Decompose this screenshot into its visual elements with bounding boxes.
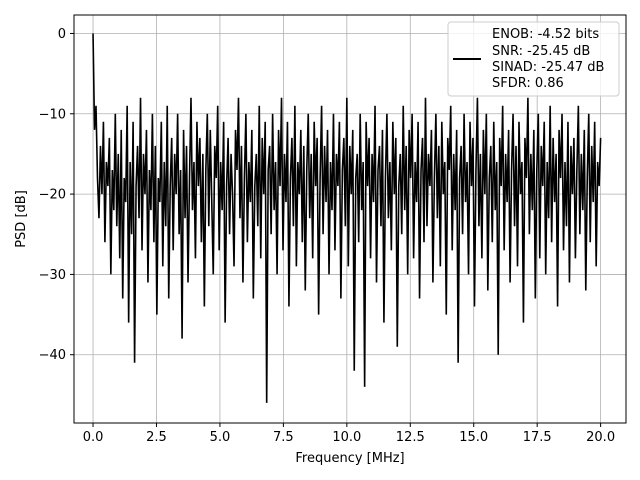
x-axis-label: Frequency [MHz] bbox=[295, 451, 404, 466]
x-tick-label: 15.0 bbox=[459, 430, 488, 445]
legend-entry-snr: SNR: -25.45 dB bbox=[492, 44, 590, 59]
x-axis: 0.0 2.5 5.0 7.5 10.0 12.5 15.0 17.5 20.0 bbox=[83, 423, 615, 445]
y-tick-label: −20 bbox=[39, 188, 66, 203]
psd-series-line bbox=[92, 33, 602, 403]
legend-entry-enob: ENOB: -4.52 bits bbox=[492, 27, 599, 42]
legend-box bbox=[447, 21, 620, 97]
y-axis: 0 −10 −20 −30 −40 bbox=[39, 27, 74, 363]
legend-entry-sinad: SINAD: -25.47 dB bbox=[492, 60, 604, 75]
y-tick-label: −10 bbox=[39, 107, 66, 122]
y-tick-label: −30 bbox=[39, 268, 66, 283]
x-tick-label: 0.0 bbox=[83, 430, 104, 445]
plot-frame bbox=[73, 14, 627, 424]
x-tick-label: 17.5 bbox=[523, 430, 552, 445]
x-tick-label: 20.0 bbox=[586, 430, 615, 445]
legend: ENOB: -4.52 bits SNR: -25.45 dB SINAD: -… bbox=[447, 21, 620, 97]
y-tick-label: 0 bbox=[58, 27, 66, 42]
series-layer bbox=[92, 33, 602, 403]
x-tick-label: 10.0 bbox=[332, 430, 361, 445]
x-tick-label: 5.0 bbox=[210, 430, 231, 445]
legend-entry-sfdr: SFDR: 0.86 bbox=[492, 76, 564, 91]
y-axis-label: PSD [dB] bbox=[14, 190, 29, 248]
y-tick-label: −40 bbox=[39, 348, 66, 363]
x-tick-label: 7.5 bbox=[273, 430, 294, 445]
x-tick-label: 12.5 bbox=[396, 430, 425, 445]
x-tick-label: 2.5 bbox=[146, 430, 167, 445]
